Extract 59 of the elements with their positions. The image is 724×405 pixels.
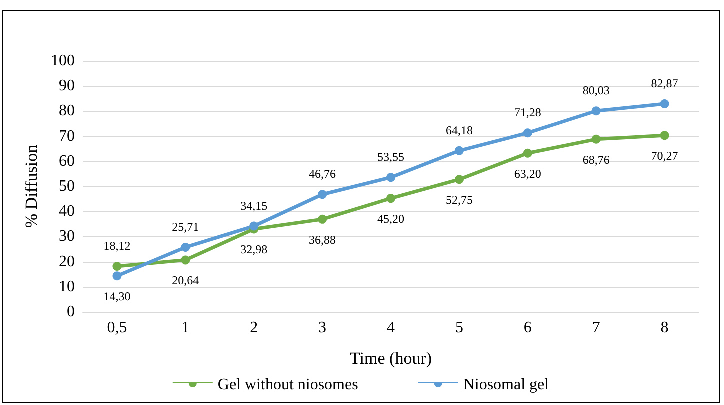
- point: [386, 194, 396, 204]
- data-label: 63,20: [514, 166, 542, 181]
- data-label: 14,30: [104, 290, 131, 304]
- data-label: 25,71: [172, 220, 200, 234]
- legend-label: Niosomal gel: [463, 376, 550, 394]
- point: [660, 100, 670, 108]
- data-label: 32,98: [240, 242, 268, 257]
- x-tick-label: 1: [182, 320, 190, 336]
- y-tick-label: 100: [51, 52, 75, 70]
- point: [318, 190, 328, 200]
- data-label: 53,55: [378, 150, 404, 164]
- data-label: 52,75: [446, 193, 473, 208]
- point: [592, 106, 601, 116]
- y-tick-label: 50: [59, 178, 75, 195]
- data-label: 36,88: [309, 232, 336, 247]
- point: [250, 222, 259, 231]
- point: [523, 128, 532, 138]
- x-tick-label: 6: [524, 320, 532, 336]
- y-tick-label: 30: [59, 228, 75, 246]
- data-label: 45,20: [378, 212, 404, 226]
- point: [592, 134, 601, 144]
- x-tick-label: 2: [250, 320, 258, 336]
- data-label: 64,18: [446, 123, 473, 138]
- point: [523, 148, 532, 158]
- y-tick-label: 40: [59, 203, 75, 220]
- y-tick-label: 90: [59, 78, 75, 95]
- data-label: 68,76: [582, 152, 610, 167]
- point: [112, 272, 122, 281]
- data-label: 18,12: [104, 239, 131, 254]
- data-label: 70,27: [651, 149, 678, 164]
- x-tick-label: 7: [592, 320, 600, 336]
- x-axis-title: Time (hour): [350, 349, 432, 368]
- data-label: 20,64: [172, 274, 200, 288]
- point: [660, 131, 670, 140]
- data-label: 71,28: [514, 106, 542, 120]
- point: [181, 242, 190, 252]
- y-tick-label: 10: [59, 278, 75, 296]
- y-tick-label: 80: [59, 102, 75, 120]
- x-tick-label: 4: [387, 320, 395, 336]
- point: [318, 214, 328, 224]
- data-label: 46,76: [309, 167, 336, 182]
- x-tick-label: 3: [318, 320, 327, 336]
- data-label: 34,15: [240, 198, 268, 213]
- point: [454, 175, 464, 184]
- x-tick-label: 8: [660, 320, 669, 336]
- y-tick-label: 0: [67, 304, 75, 320]
- y-tick-label: 20: [59, 253, 75, 270]
- legend-label: Gel without niosomes: [218, 376, 358, 394]
- x-tick-label: 0,5: [107, 320, 128, 336]
- y-tick-label: 70: [59, 128, 75, 145]
- point: [181, 256, 190, 265]
- y-tick-label: 60: [59, 152, 75, 170]
- x-tick-label: 5: [455, 320, 464, 336]
- point: [112, 262, 122, 272]
- data-label: 80,03: [582, 84, 610, 98]
- y-axis-title: % Diffusion: [22, 144, 42, 228]
- point: [454, 146, 464, 156]
- point: [386, 173, 396, 182]
- data-label: 82,87: [651, 76, 678, 90]
